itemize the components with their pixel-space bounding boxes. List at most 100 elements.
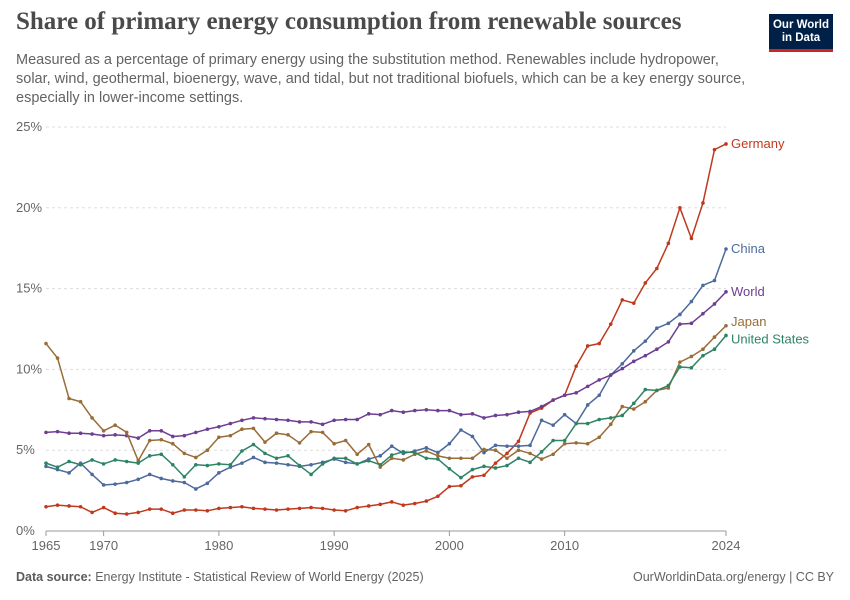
- data-point: [516, 410, 521, 415]
- data-point: [297, 463, 302, 468]
- data-point: [689, 236, 694, 241]
- data-point: [251, 426, 256, 431]
- y-tick-label: 10%: [16, 361, 42, 376]
- data-point: [309, 472, 313, 477]
- x-tick-label: 2010: [550, 538, 579, 553]
- data-point: [101, 505, 106, 510]
- data-point: [447, 484, 452, 489]
- data-point: [170, 434, 175, 439]
- data-point: [366, 504, 371, 508]
- data-point: [170, 511, 175, 516]
- data-point: [516, 448, 521, 453]
- chart-title: Share of primary energy consumption from…: [16, 8, 682, 35]
- series-line: [45, 291, 727, 439]
- data-point: [505, 463, 509, 468]
- data-point: [378, 502, 383, 507]
- data-point: [678, 312, 682, 317]
- data-point: [170, 441, 175, 446]
- data-point: [389, 444, 394, 448]
- data-point: [55, 503, 60, 507]
- data-point: [274, 456, 279, 461]
- data-point: [217, 462, 221, 466]
- data-point: [263, 416, 267, 421]
- data-point: [205, 427, 210, 431]
- data-point: [655, 326, 659, 330]
- series-label: Germany: [731, 136, 785, 151]
- data-point: [378, 462, 383, 467]
- data-point: [297, 441, 302, 445]
- data-point: [182, 480, 187, 485]
- data-point: [355, 417, 359, 422]
- data-point: [263, 451, 267, 456]
- data-point: [124, 430, 129, 435]
- data-point: [44, 461, 48, 465]
- data-point: [170, 462, 175, 467]
- data-point: [470, 412, 475, 416]
- y-tick-label: 25%: [16, 119, 42, 134]
- data-point: [251, 506, 256, 511]
- data-point: [297, 506, 302, 511]
- data-point: [389, 453, 394, 457]
- data-point: [44, 464, 48, 469]
- data-point: [194, 462, 198, 467]
- data-point: [655, 388, 659, 393]
- data-point: [113, 511, 117, 516]
- data-point: [459, 475, 463, 480]
- data-point: [401, 450, 406, 454]
- data-point: [124, 459, 129, 464]
- data-point: [217, 506, 221, 511]
- data-point: [78, 462, 83, 467]
- data-point: [539, 450, 544, 454]
- data-point: [562, 393, 567, 398]
- data-point: [343, 460, 348, 465]
- data-point: [251, 442, 256, 447]
- data-point: [413, 450, 417, 455]
- data-point: [170, 479, 175, 483]
- data-point: [585, 403, 590, 407]
- series-label: Japan: [731, 314, 766, 329]
- data-point: [597, 417, 602, 422]
- data-point: [574, 391, 578, 395]
- data-point: [447, 441, 452, 446]
- series-label: China: [731, 241, 766, 256]
- data-point: [309, 462, 313, 467]
- data-point: [228, 462, 233, 467]
- data-point: [470, 434, 475, 439]
- data-point: [666, 383, 671, 388]
- data-point: [608, 416, 613, 420]
- data-point: [355, 505, 359, 510]
- data-point: [194, 430, 198, 435]
- data-point: [263, 440, 267, 444]
- data-point: [274, 508, 279, 512]
- data-point: [286, 454, 290, 458]
- data-point: [343, 456, 348, 461]
- data-point: [724, 290, 728, 294]
- data-point: [389, 408, 394, 413]
- data-point: [574, 421, 578, 426]
- data-point: [528, 460, 532, 465]
- data-point: [436, 494, 440, 499]
- data-source-text[interactable]: Energy Institute - Statistical Review of…: [95, 570, 424, 584]
- data-point: [90, 458, 94, 462]
- data-point: [574, 364, 578, 368]
- owid-logo[interactable]: Our World in Data: [769, 14, 833, 52]
- data-point: [113, 458, 117, 462]
- data-point: [78, 399, 83, 404]
- data-point: [378, 412, 383, 417]
- data-point: [309, 429, 313, 434]
- data-point: [194, 455, 198, 460]
- x-tick-label: 1980: [204, 538, 233, 553]
- data-point: [228, 433, 233, 438]
- credit-link[interactable]: OurWorldinData.org/energy | CC BY: [632, 570, 834, 584]
- data-point: [90, 472, 94, 477]
- data-point: [643, 399, 648, 404]
- data-point: [655, 266, 659, 271]
- data-point: [701, 353, 705, 358]
- data-point: [228, 505, 233, 510]
- x-tick-label: 1970: [89, 538, 118, 553]
- data-point: [436, 408, 440, 413]
- data-point: [678, 206, 682, 210]
- data-point: [286, 433, 290, 437]
- series-world: World: [44, 284, 765, 440]
- data-point: [505, 412, 509, 417]
